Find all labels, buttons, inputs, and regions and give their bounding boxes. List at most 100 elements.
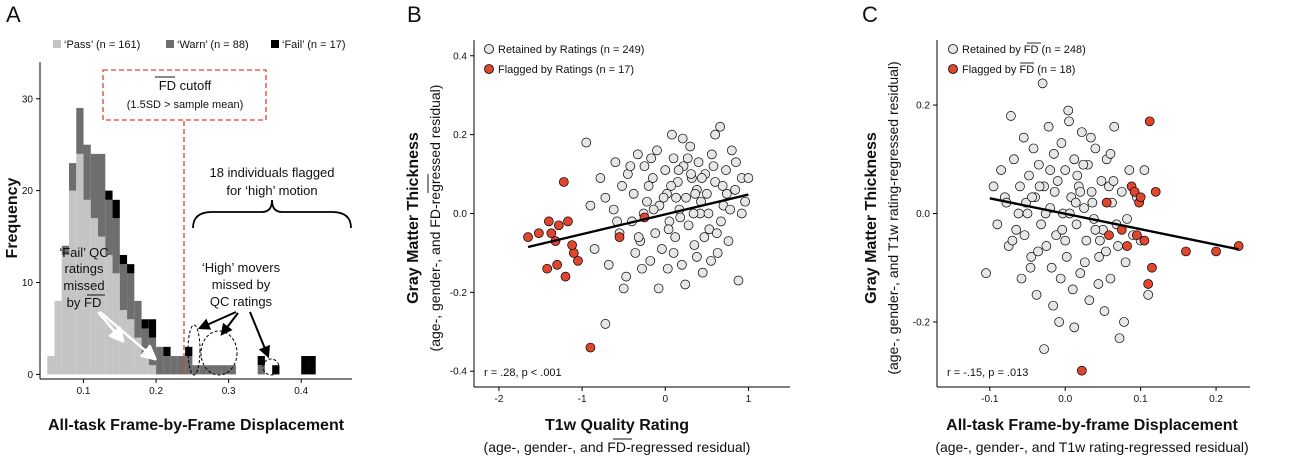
- scatter-b-point-retained: [585, 200, 596, 211]
- scatter-b-point-retained: [686, 169, 696, 179]
- fail-note-line1: ‘Fail’ QC: [59, 245, 108, 260]
- scatter-b-point-retained: [639, 161, 650, 172]
- scatter-b-point-retained: [668, 248, 679, 258]
- scatter-b-point-flagged: [542, 263, 553, 274]
- scatter-c-point-flagged: [1132, 230, 1142, 241]
- legend-retained-suffix: (n = 248): [1038, 44, 1085, 56]
- scatter-b-point-retained: [632, 149, 643, 160]
- scatter-c-point-retained: [981, 268, 991, 278]
- high-mover-circle-1: [187, 324, 201, 376]
- scatter-c-point-retained: [1063, 105, 1074, 116]
- scatter-c-point-flagged: [1144, 116, 1155, 127]
- histogram-bar: [301, 356, 309, 375]
- scatter-b-fit-line: [527, 193, 749, 249]
- scatter-b-point-retained: [675, 212, 686, 223]
- histogram-bar: [127, 264, 135, 274]
- scatter-b-point-retained: [677, 259, 687, 270]
- histogram-bar: [47, 356, 55, 375]
- scatter-b-point-flagged: [534, 228, 544, 239]
- scatter-b-point-retained: [617, 181, 627, 191]
- scatter-b-point-retained: [673, 165, 684, 175]
- scatter-c-point-retained: [992, 219, 1003, 230]
- high-arrow-1: [197, 311, 237, 330]
- scatter-c-point-retained: [1067, 284, 1078, 295]
- scatter-b-point-flagged: [563, 216, 573, 227]
- scatter-c-point-retained: [1015, 181, 1025, 192]
- scatter-b-point-retained: [682, 153, 693, 164]
- scatter-c-point-retained: [1060, 235, 1071, 246]
- scatter-b-point-retained: [603, 259, 614, 270]
- scatter-c-y-tick-label: -0.2: [913, 317, 931, 328]
- scatter-b-point-flagged: [553, 220, 564, 231]
- scatter-b-point-retained: [608, 204, 619, 215]
- scatter-b-point-retained: [706, 255, 716, 266]
- fail-note-line2: ratings: [64, 261, 104, 276]
- histogram-bar: [156, 346, 164, 375]
- scatter-b-point-retained: [625, 161, 636, 172]
- scatter-c-fit-line: [989, 197, 1239, 251]
- scatter-c-point-retained: [1124, 165, 1135, 175]
- scatter-b-y-subtitle-fd: FD: [427, 209, 443, 228]
- scatter-c-point-retained: [1057, 224, 1068, 235]
- scatter-c-point-retained: [1086, 186, 1097, 197]
- scatter-c-x-title: All-task Frame-by-frame Displacement: [946, 417, 1238, 434]
- high-note-line1: ‘High’ movers: [202, 260, 281, 275]
- scatter-c-y-tick-label: 0.0: [916, 209, 930, 220]
- histogram-y-title: Frequency: [4, 177, 21, 258]
- scatter-b-point-flagged: [543, 216, 554, 227]
- histogram-bar: [119, 264, 128, 311]
- scatter-b-point-retained: [712, 248, 723, 258]
- histogram-bar: [141, 319, 149, 329]
- scatter-c-point-retained: [1075, 268, 1086, 278]
- legend-swatch-fail: [271, 40, 279, 48]
- scatter-c-x-subtitle: (age-, gender-, and T1w rating-regressed…: [935, 439, 1248, 455]
- x-tick-label: 0.3: [222, 386, 236, 397]
- fail-arrow-1: [97, 311, 122, 340]
- scatter-b-point-retained: [710, 129, 721, 140]
- scatter-c-point-retained: [1043, 121, 1054, 132]
- scatter-c-point-retained: [1048, 300, 1058, 311]
- scatter-c-point-retained: [1028, 143, 1039, 154]
- scatter-b-y-tick-label: -0.2: [450, 288, 468, 299]
- high-mover-circle-3: [262, 358, 280, 376]
- histogram-legend: ‘Pass’ (n = 161) ‘Warn’ (n = 88) ‘Fail’ …: [53, 39, 345, 51]
- scatter-b-point-retained: [699, 232, 710, 243]
- legend-flagged-fd: FD: [1019, 64, 1034, 76]
- scatter-c-point-retained: [1064, 116, 1074, 127]
- legend-retained-fd: FD: [1024, 44, 1039, 56]
- scatter-b-point-retained: [652, 145, 662, 156]
- histogram-bar: [214, 365, 222, 375]
- scatter-c-point-retained: [1045, 165, 1055, 175]
- scatter-b-point-retained: [740, 196, 750, 207]
- scatter-b-point-retained: [589, 244, 600, 254]
- scatter-c-point-retained: [1027, 192, 1037, 203]
- scatter-c-point-retained: [1099, 306, 1110, 316]
- scatter-b-point-retained: [595, 173, 606, 183]
- scatter-c-point-retained: [1075, 186, 1086, 197]
- scatter-b-point-retained: [717, 181, 728, 191]
- histogram-bar: [177, 356, 186, 375]
- histogram-bar: [69, 190, 77, 375]
- scatter-b-point-retained: [688, 208, 699, 219]
- histogram-bar: [308, 356, 316, 375]
- scatter-b-point-retained: [726, 145, 737, 156]
- scatter-b-point-retained: [704, 224, 715, 235]
- scatter-b-point-retained: [681, 192, 691, 203]
- legend-marker-flagged: [484, 64, 494, 74]
- scatter-b-point-retained: [731, 157, 741, 168]
- scatter-c-y-subtitle: (age-, gender-, and T1w rating-regressed…: [885, 61, 901, 374]
- histogram-bar: [148, 365, 157, 375]
- fail-note-fd: FD: [84, 295, 101, 310]
- scatter-b-point-retained: [647, 173, 658, 183]
- scatter-b-point-retained: [716, 216, 726, 227]
- legend-marker-flagged-fd: [948, 64, 958, 74]
- scatter-b-point-flagged: [558, 177, 569, 187]
- fail-arrow-2: [99, 311, 154, 358]
- scatter-c-point-retained: [1049, 149, 1059, 159]
- y-tick-label: 30: [22, 94, 34, 105]
- histogram-bar: [98, 153, 106, 237]
- scatter-b-point-retained: [715, 121, 725, 132]
- scatter-c-point-flagged: [1181, 246, 1191, 257]
- scatter-c-point-retained: [1039, 344, 1049, 354]
- legend-label-retained-ratings: Retained by Ratings (n = 249): [498, 44, 644, 56]
